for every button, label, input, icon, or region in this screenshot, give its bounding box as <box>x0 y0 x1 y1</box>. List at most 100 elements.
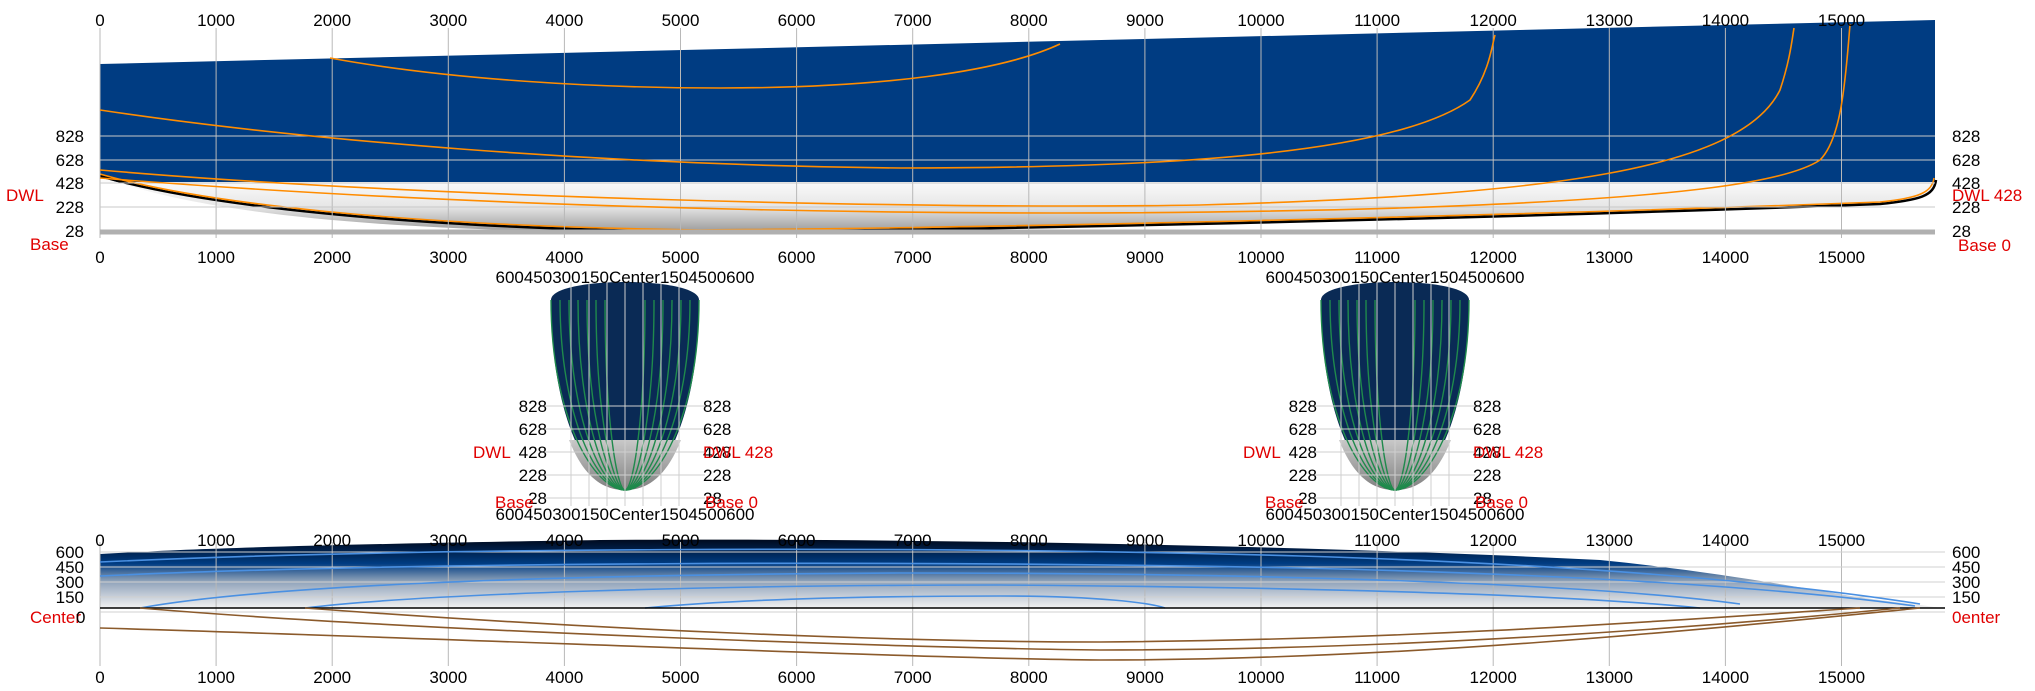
section-wl-label-left: 828 <box>1289 397 1317 416</box>
plan-top-tick: 13000 <box>1586 531 1633 550</box>
profile-wl-label-left: 228 <box>56 198 84 217</box>
section-base-right: Base 0 <box>705 493 758 512</box>
section-wl-label-left: 28 <box>1298 489 1317 508</box>
section-wl-label-right: 428 <box>703 443 731 462</box>
plan-top-tick: 1000 <box>197 531 235 550</box>
hull-underwater <box>100 176 1934 233</box>
profile-wl-label-left: 828 <box>56 127 84 146</box>
profile-top-tick: 1000 <box>197 11 235 30</box>
profile-top-tick: 11000 <box>1354 11 1400 30</box>
body-plan-left <box>545 282 705 506</box>
plan-bottom-tick: 3000 <box>429 668 467 687</box>
plan-bottom-tick: 10000 <box>1237 668 1284 687</box>
section-wl-label-right: 28 <box>1473 489 1492 508</box>
profile-base-label: Base <box>30 235 69 254</box>
profile-top-tick: 2000 <box>313 11 351 30</box>
section-wl-label-left: 628 <box>519 420 547 439</box>
plan-top-tick: 12000 <box>1470 531 1517 550</box>
plan-top-tick: 11000 <box>1354 531 1400 550</box>
plan-bottom-tick: 5000 <box>662 668 700 687</box>
profile-top-tick: 8000 <box>1010 11 1048 30</box>
section-base-right: Base 0 <box>1475 493 1528 512</box>
plan-bottom-tick: 2000 <box>313 668 351 687</box>
profile-wl-label-left: 28 <box>65 222 84 241</box>
plan-waterlines <box>99 548 1921 609</box>
profile-dwl-label: DWL <box>6 186 44 205</box>
plan-top-tick: 5000 <box>662 531 700 550</box>
profile-top-tick: 5000 <box>662 11 700 30</box>
section-top-ticks: 600450300150Center1504500600 <box>1265 268 1524 287</box>
section-wl-label-left: 28 <box>528 489 547 508</box>
plan-center-right: 0enter <box>1952 608 2001 627</box>
profile-bottom-tick: 6000 <box>778 248 816 267</box>
profile-bottom-tick: 12000 <box>1470 248 1517 267</box>
labels: 0010001000200020003000300040004000500050… <box>6 11 2022 687</box>
profile-wl-label-left: 428 <box>56 174 84 193</box>
profile-bottom-tick: 5000 <box>662 248 700 267</box>
plan-hb-label-right: 150 <box>1952 588 1980 607</box>
sections-view-left <box>545 282 705 506</box>
section-dwl-right: DWL 428 <box>1473 443 1543 462</box>
profile-wl-label-right: 228 <box>1952 198 1980 217</box>
plan-zero-label: 0 <box>76 608 85 627</box>
section-top-ticks: 600450300150Center1504500600 <box>495 268 754 287</box>
section-wl-label-right: 428 <box>1473 443 1501 462</box>
plan-bottom-tick: 8000 <box>1010 668 1048 687</box>
profile-bottom-tick: 14000 <box>1702 248 1749 267</box>
plan-bottom-tick: 7000 <box>894 668 932 687</box>
profile-base-right: Base 0 <box>1958 236 2011 255</box>
section-wl-label-right: 628 <box>1473 420 1501 439</box>
plan-bottom-tick: 11000 <box>1354 668 1400 687</box>
section-wl-label-left: 428 <box>519 443 547 462</box>
plan-bottom-tick: 9000 <box>1126 668 1164 687</box>
plan-bottom-tick: 1000 <box>197 668 235 687</box>
plan-bottom-tick: 14000 <box>1702 668 1749 687</box>
profile-bottom-tick: 7000 <box>894 248 932 267</box>
sections-view-right <box>1315 282 1475 506</box>
plan-bottom-tick: 13000 <box>1586 668 1633 687</box>
section-wl-label-left: 228 <box>1289 466 1317 485</box>
keel-line <box>99 174 1938 234</box>
profile-bottom-tick: 4000 <box>545 248 583 267</box>
section-dwl-label: DWL <box>1243 443 1281 462</box>
plan-bottom-tick: 15000 <box>1818 668 1865 687</box>
hull-topsides <box>100 20 1935 182</box>
section-wl-label-left: 628 <box>1289 420 1317 439</box>
keel-line-orange <box>99 173 1935 231</box>
profile-wl-label-right: 428 <box>1952 174 1980 193</box>
plan-hb-label-left: 450 <box>56 558 84 577</box>
plan-top-tick: 3000 <box>429 531 467 550</box>
section-wl-label-left: 428 <box>1289 443 1317 462</box>
plan-top-tick: 4000 <box>545 531 583 550</box>
profile-wl-label-right: 628 <box>1952 151 1980 170</box>
profile-top-tick: 4000 <box>545 11 583 30</box>
section-bottom-ticks: 600450300150Center1504500600 <box>1265 505 1524 524</box>
profile-top-tick: 12000 <box>1470 11 1517 30</box>
profile-bottom-tick: 13000 <box>1586 248 1633 267</box>
plan-hb-label-left: 150 <box>56 588 84 607</box>
plan-top-tick: 9000 <box>1126 531 1164 550</box>
profile-dwl-right: DWL 428 <box>1952 186 2022 205</box>
plan-hb-label-left: 300 <box>56 573 84 592</box>
profile-bottom-tick: 10000 <box>1237 248 1284 267</box>
profile-bottom-tick: 0 <box>95 248 104 267</box>
plan-hb-label-right: 600 <box>1952 543 1980 562</box>
body-plan-right <box>1315 282 1475 506</box>
profile-wl-label-left: 628 <box>56 151 84 170</box>
profile-top-tick: 3000 <box>429 11 467 30</box>
profile-top-tick: 0 <box>95 11 104 30</box>
profile-top-tick: 6000 <box>778 11 816 30</box>
plan-top-tick: 2000 <box>313 531 351 550</box>
profile-bottom-tick: 2000 <box>313 248 351 267</box>
section-wl-label-right: 828 <box>1473 397 1501 416</box>
plan-bottom-tick: 4000 <box>545 668 583 687</box>
plan-top-tick: 6000 <box>778 531 816 550</box>
profile-wl-label-right: 828 <box>1952 127 1980 146</box>
plan-top-tick: 8000 <box>1010 531 1048 550</box>
plan-bottom-tick: 0 <box>95 668 104 687</box>
profile-top-tick: 7000 <box>894 11 932 30</box>
profile-view <box>99 20 1938 238</box>
profile-bottom-tick: 9000 <box>1126 248 1164 267</box>
profile-bottom-tick: 3000 <box>429 248 467 267</box>
